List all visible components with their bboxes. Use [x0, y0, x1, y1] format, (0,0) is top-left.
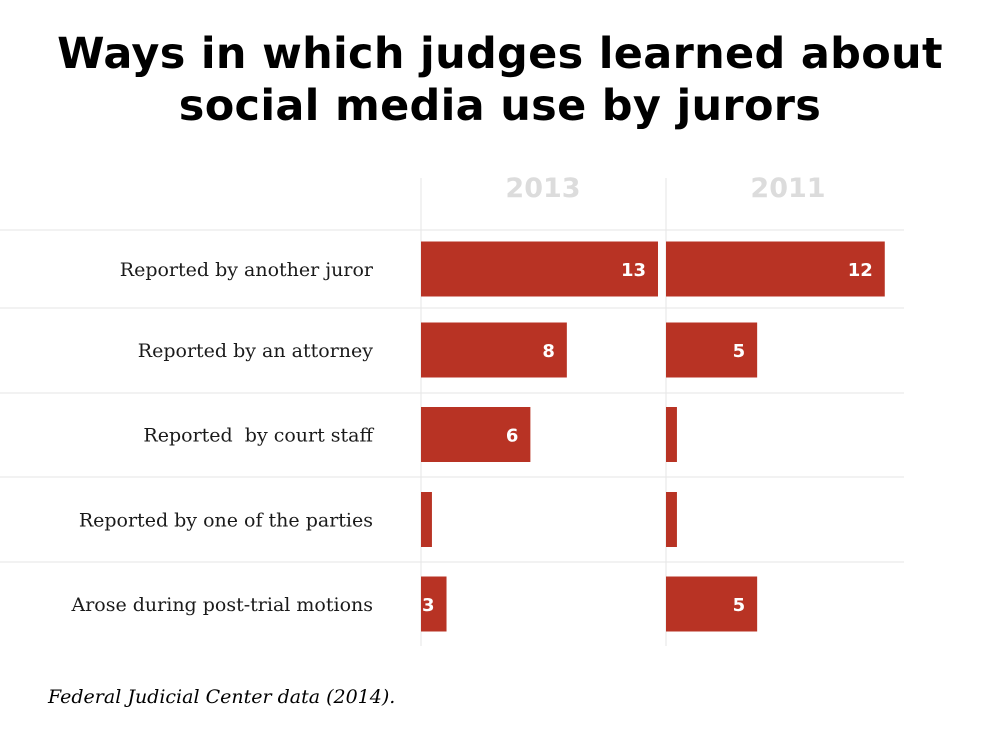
bar-2011 [666, 322, 758, 378]
category-label: Arose during post-trial motions [70, 594, 373, 616]
bar-2011 [666, 241, 885, 297]
value-label: 13 [621, 260, 646, 281]
source-note: Federal Judicial Center data (2014). [48, 686, 396, 708]
value-label: 6 [506, 426, 519, 447]
bar-2013 [421, 576, 447, 632]
bar-2011 [666, 492, 677, 547]
column-header-2011: 2011 [750, 173, 825, 204]
bar-2013 [421, 407, 531, 462]
chart-title-line-2: social media use by jurors [178, 81, 822, 131]
value-label: 12 [848, 260, 873, 281]
category-label: Reported by another juror [120, 259, 374, 281]
bars [421, 241, 885, 632]
category-label: Reported by court staff [143, 425, 374, 447]
chart-title: Ways in which judges learned about socia… [0, 28, 1000, 132]
column-headers: 2013 2011 [505, 173, 825, 204]
category-labels: Reported by another juror Reported by an … [70, 259, 374, 616]
chart-title-line-1: Ways in which judges learned about [57, 29, 943, 79]
category-label: Reported by one of the parties [79, 510, 373, 532]
value-label: 5 [733, 595, 746, 616]
value-labels: 13 8 6 3 12 5 5 [422, 260, 873, 616]
value-label: 3 [422, 595, 435, 616]
value-label: 5 [733, 341, 746, 362]
bar-2013 [421, 322, 567, 378]
bar-2013 [421, 492, 432, 547]
bar-2011 [666, 407, 677, 462]
value-label: 8 [542, 341, 555, 362]
column-header-2013: 2013 [505, 173, 580, 204]
bar-2013 [421, 241, 658, 297]
bar-2011 [666, 576, 758, 632]
category-label: Reported by an attorney [138, 340, 373, 362]
